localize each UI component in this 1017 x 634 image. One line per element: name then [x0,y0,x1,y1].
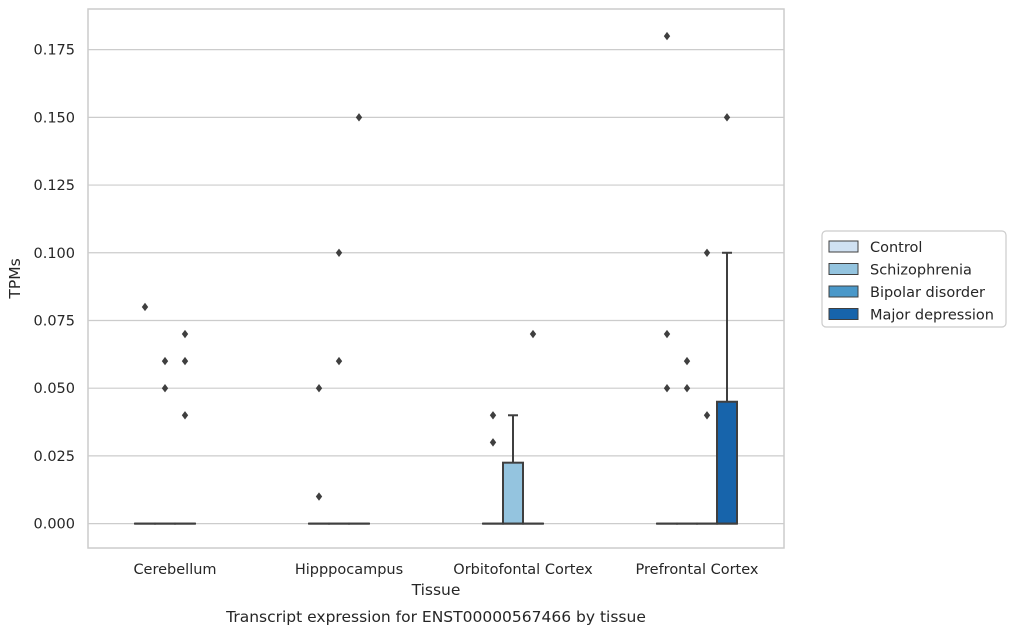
outlier-point [703,411,711,420]
box-schizophrenia [676,356,698,525]
outlier-point [355,113,363,122]
legend: Control Schizophrenia Bipolar disorder Majo… [821,230,1007,328]
legend-swatch [828,285,859,298]
outlier-point [161,356,169,366]
box-schizophrenia [154,356,176,525]
outlier-point [181,411,189,420]
x-tick-label: Orbitofontal Cortex [453,562,593,578]
grid-lines [88,49,784,525]
outlier-point [723,113,731,122]
box-bipolar-disorder [522,329,544,525]
box-bipolar-disorder [174,329,196,525]
y-tick-label: 0.025 [33,449,75,465]
x-axis-label: Tissue [411,581,461,599]
x-axis-ticks: Cerebellum Hipppocampus Orbitofontal Corte… [133,562,758,578]
y-tick-label: 0.175 [33,43,75,59]
outlier-point [335,356,343,366]
box-schizophrenia [328,248,350,525]
box-bipolar-disorder [696,248,718,525]
outlier-point [161,383,169,393]
legend-label: Bipolar disorder [870,285,985,301]
outlier-point [335,248,343,257]
chart-caption: Transcript expression for ENST0000056746… [225,608,646,626]
legend-label: Schizophrenia [870,263,972,279]
outlier-point [181,329,189,339]
outlier-point [683,383,691,393]
outlier-point [315,492,323,501]
x-tick-label: Hipppocampus [295,562,403,578]
box-major-depression [716,113,738,525]
x-tick-label: Cerebellum [133,562,216,578]
outlier-point [663,31,671,41]
y-axis-label: TPMs [6,258,24,299]
outlier-point [663,383,671,393]
legend-swatch [828,240,859,253]
y-tick-label: 0.075 [33,313,75,329]
box-bipolar-disorder [348,113,370,525]
plot-frame [87,8,785,549]
box-control [308,383,330,525]
y-axis-ticks: 0.000 0.025 0.050 0.075 0.100 0.125 0.150 0.175 [33,43,75,533]
y-tick-label: 0.125 [33,178,75,194]
box-body [716,400,738,525]
legend-label: Major depression [870,308,994,324]
box-schizophrenia [502,414,524,525]
box-control [656,31,678,525]
outlier-point [703,248,711,257]
y-tick-label: 0.150 [33,110,75,126]
legend-swatch [828,308,859,320]
outlier-point [315,383,323,393]
legend-swatch [828,263,859,275]
y-tick-label: 0.100 [33,246,75,262]
box-body [502,461,524,525]
x-tick-label: Prefrontal Cortex [636,562,759,578]
outlier-point [683,356,691,366]
box-control [482,411,504,525]
boxes [134,31,738,525]
legend-label: Control [870,240,922,256]
y-tick-label: 0.050 [33,381,75,397]
outlier-point [529,329,537,339]
outlier-point [489,438,497,447]
outlier-point [489,411,497,420]
outlier-point [141,302,149,312]
legend-frame [821,230,1007,328]
y-tick-label: 0.000 [33,517,75,533]
outlier-point [181,356,189,366]
outlier-point [663,329,671,339]
box-control [134,302,156,525]
